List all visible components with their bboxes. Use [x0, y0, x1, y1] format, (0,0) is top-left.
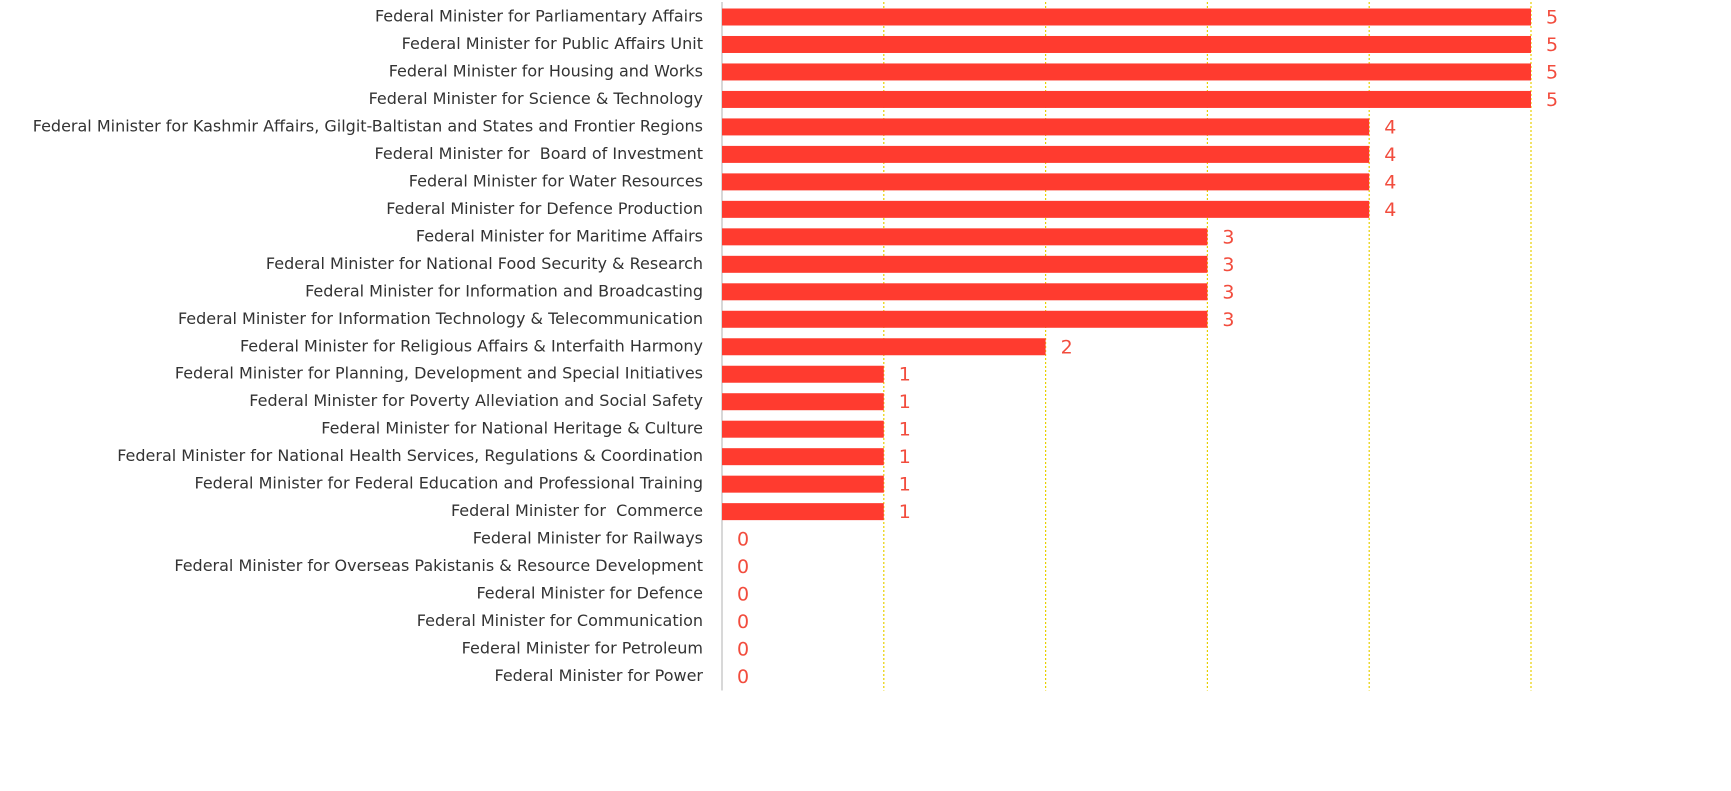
- bar: [722, 228, 1208, 246]
- category-label: Federal Minister for Communication: [417, 611, 703, 630]
- bar: [722, 35, 1531, 53]
- category-label: Federal Minister for Public Affairs Unit: [402, 34, 703, 53]
- bar: [722, 393, 884, 411]
- value-label: 2: [1061, 336, 1073, 358]
- value-label: 1: [899, 391, 911, 413]
- category-label: Federal Minister for National Health Ser…: [117, 446, 703, 465]
- bar: [722, 310, 1208, 328]
- category-label: Federal Minister for Science & Technolog…: [369, 89, 703, 108]
- bar: [722, 200, 1370, 218]
- bar: [722, 173, 1370, 191]
- bar: [722, 145, 1370, 163]
- value-label: 0: [737, 556, 749, 578]
- category-label: Federal Minister for National Heritage &…: [321, 419, 703, 438]
- bar: [722, 420, 884, 438]
- value-label: 5: [1546, 34, 1558, 56]
- value-label: 1: [899, 446, 911, 468]
- bar: [722, 283, 1208, 301]
- category-label: Federal Minister for Planning, Developme…: [175, 364, 703, 383]
- category-label: Federal Minister for Overseas Pakistanis…: [174, 556, 703, 575]
- bar: [722, 503, 884, 521]
- value-label: 0: [737, 584, 749, 606]
- category-label: Federal Minister for Petroleum: [462, 639, 703, 658]
- category-label: Federal Minister for Water Resources: [409, 171, 703, 190]
- bar: [722, 475, 884, 493]
- value-label: 4: [1384, 144, 1396, 166]
- value-label: 1: [899, 474, 911, 496]
- value-label: 3: [1222, 226, 1234, 248]
- bar: [722, 338, 1046, 356]
- bar: [722, 365, 884, 383]
- category-label: Federal Minister for Defence: [476, 584, 703, 603]
- category-label: Federal Minister for Kashmir Affairs, Gi…: [33, 116, 703, 135]
- bar: [722, 63, 1531, 81]
- value-label: 4: [1384, 199, 1396, 221]
- category-label: Federal Minister for Federal Education a…: [194, 474, 703, 493]
- category-label: Federal Minister for Commerce: [451, 501, 703, 520]
- category-label: Federal Minister for Housing and Works: [389, 61, 703, 80]
- category-label: Federal Minister for Board of Investment: [375, 144, 703, 163]
- bar: [722, 255, 1208, 273]
- value-label: 4: [1384, 116, 1396, 138]
- value-label: 0: [737, 529, 749, 551]
- bar: [722, 118, 1370, 136]
- category-label: Federal Minister for Defence Production: [386, 199, 703, 218]
- category-label: Federal Minister for National Food Secur…: [266, 254, 703, 273]
- value-label: 5: [1546, 7, 1558, 29]
- value-label: 0: [737, 639, 749, 661]
- category-label: Federal Minister for Maritime Affairs: [416, 226, 703, 245]
- value-label: 5: [1546, 61, 1558, 83]
- category-label: Federal Minister for Poverty Alleviation…: [249, 391, 703, 410]
- value-label: 4: [1384, 171, 1396, 193]
- value-label: 3: [1222, 309, 1234, 331]
- bar: [722, 448, 884, 466]
- value-label: 3: [1222, 254, 1234, 276]
- category-label: Federal Minister for Religious Affairs &…: [240, 336, 703, 355]
- value-label: 1: [899, 419, 911, 441]
- value-label: 3: [1222, 281, 1234, 303]
- value-label: 1: [899, 501, 911, 523]
- value-label: 0: [737, 611, 749, 633]
- value-label: 0: [737, 666, 749, 688]
- bar: [722, 8, 1531, 26]
- category-label: Federal Minister for Parliamentary Affai…: [375, 7, 703, 26]
- value-label: 1: [899, 364, 911, 386]
- bar: [722, 90, 1531, 108]
- category-label: Federal Minister for Railways: [473, 529, 703, 548]
- category-label: Federal Minister for Information Technol…: [178, 309, 703, 328]
- category-label: Federal Minister for Power: [495, 666, 704, 685]
- category-label: Federal Minister for Information and Bro…: [305, 281, 703, 300]
- value-label: 5: [1546, 89, 1558, 111]
